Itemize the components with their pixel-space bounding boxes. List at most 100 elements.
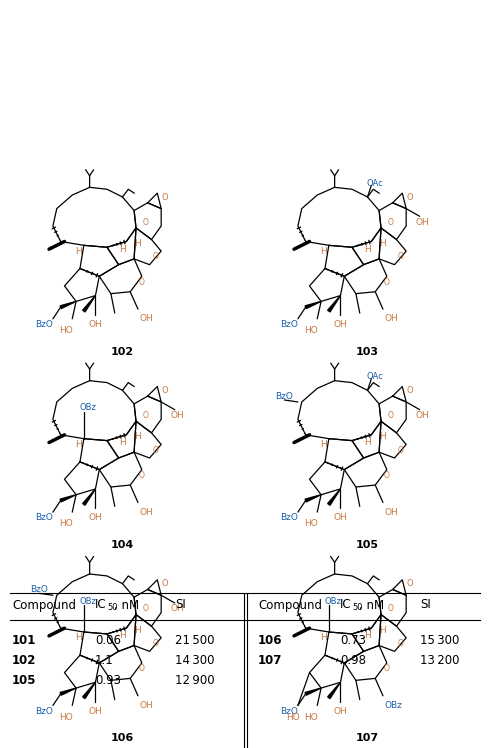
Text: O: O (407, 386, 414, 395)
Text: OAc: OAc (367, 179, 384, 188)
Text: H: H (119, 245, 126, 254)
Text: IC: IC (340, 598, 352, 612)
Text: H: H (319, 247, 326, 256)
Text: O: O (384, 664, 390, 673)
Text: 0.73: 0.73 (340, 634, 366, 646)
Text: SI: SI (175, 598, 186, 612)
Text: 0.93: 0.93 (95, 673, 121, 687)
Text: H: H (74, 634, 81, 643)
Text: HO: HO (286, 713, 300, 722)
Text: H: H (74, 440, 81, 449)
Text: OH: OH (89, 513, 102, 522)
Text: BzO: BzO (275, 392, 293, 401)
Polygon shape (305, 688, 321, 695)
Polygon shape (60, 494, 76, 502)
Text: 13 200: 13 200 (420, 654, 460, 666)
Text: 50: 50 (352, 604, 363, 613)
Text: H: H (364, 245, 371, 254)
Text: H: H (119, 438, 126, 447)
Text: H: H (380, 432, 386, 441)
Polygon shape (328, 295, 341, 312)
Text: 21 500: 21 500 (175, 634, 215, 646)
Text: OH: OH (89, 320, 102, 329)
Text: OH: OH (416, 218, 430, 227)
Text: O: O (407, 192, 414, 201)
Text: BzO: BzO (280, 707, 298, 716)
Polygon shape (60, 301, 76, 309)
Text: 105: 105 (12, 673, 36, 687)
Text: O: O (152, 252, 158, 262)
Text: 50: 50 (107, 604, 118, 613)
Text: O: O (388, 604, 393, 613)
Text: 0.06: 0.06 (95, 634, 121, 646)
Text: O: O (384, 471, 390, 480)
Text: OAc: OAc (367, 373, 384, 381)
Text: H: H (74, 247, 81, 256)
Text: BzO: BzO (280, 320, 298, 329)
Text: O: O (162, 192, 169, 201)
Text: O: O (152, 446, 158, 455)
Text: O: O (139, 471, 145, 480)
Text: O: O (139, 278, 145, 286)
Text: OH: OH (334, 320, 347, 329)
Text: IC: IC (95, 598, 107, 612)
Text: OH: OH (416, 411, 430, 420)
Text: O: O (162, 386, 169, 395)
Text: SI: SI (420, 598, 431, 612)
Polygon shape (60, 688, 76, 695)
Text: HO: HO (305, 713, 318, 722)
Text: H: H (380, 239, 386, 248)
Polygon shape (305, 301, 321, 309)
Text: 106: 106 (111, 733, 134, 744)
Text: HO: HO (60, 713, 74, 722)
Text: 106: 106 (258, 634, 283, 646)
Text: 107: 107 (356, 733, 379, 744)
Text: , nM: , nM (359, 598, 384, 612)
Text: OH: OH (171, 604, 185, 613)
Text: O: O (407, 579, 414, 588)
Text: O: O (397, 446, 403, 455)
Text: O: O (397, 639, 403, 648)
Text: HO: HO (305, 519, 318, 528)
Text: 102: 102 (111, 346, 134, 357)
Text: O: O (384, 278, 390, 286)
Text: 102: 102 (12, 654, 36, 666)
Text: 15 300: 15 300 (420, 634, 460, 646)
Text: O: O (162, 579, 169, 588)
Text: H: H (319, 440, 326, 449)
Text: O: O (388, 411, 393, 420)
Text: OH: OH (385, 508, 399, 517)
Text: 104: 104 (111, 540, 134, 550)
Text: 14 300: 14 300 (175, 654, 215, 666)
Text: HO: HO (60, 326, 74, 335)
Polygon shape (83, 682, 96, 699)
Text: 107: 107 (258, 654, 282, 666)
Text: OBz: OBz (324, 597, 341, 606)
Polygon shape (83, 489, 96, 505)
Text: OBz: OBz (79, 403, 96, 412)
Text: H: H (135, 432, 141, 441)
Text: O: O (139, 664, 145, 673)
Text: O: O (143, 604, 148, 613)
Text: OBz: OBz (79, 597, 96, 606)
Text: OBz: OBz (385, 701, 403, 710)
Text: 1.1: 1.1 (95, 654, 114, 666)
Text: Compound: Compound (12, 598, 76, 612)
Text: H: H (119, 631, 126, 640)
Text: OH: OH (385, 314, 399, 323)
Text: H: H (319, 634, 326, 643)
Polygon shape (305, 494, 321, 502)
Text: 103: 103 (356, 346, 379, 357)
Text: OH: OH (334, 513, 347, 522)
Text: OH: OH (89, 707, 102, 716)
Text: 0.98: 0.98 (340, 654, 366, 666)
Text: 101: 101 (12, 634, 36, 646)
Text: 105: 105 (356, 540, 379, 550)
Text: BzO: BzO (35, 320, 53, 329)
Text: O: O (388, 218, 393, 227)
Text: H: H (364, 438, 371, 447)
Text: OH: OH (171, 411, 185, 420)
Text: HO: HO (60, 519, 74, 528)
Text: BzO: BzO (280, 513, 298, 522)
Text: , nM: , nM (114, 598, 139, 612)
